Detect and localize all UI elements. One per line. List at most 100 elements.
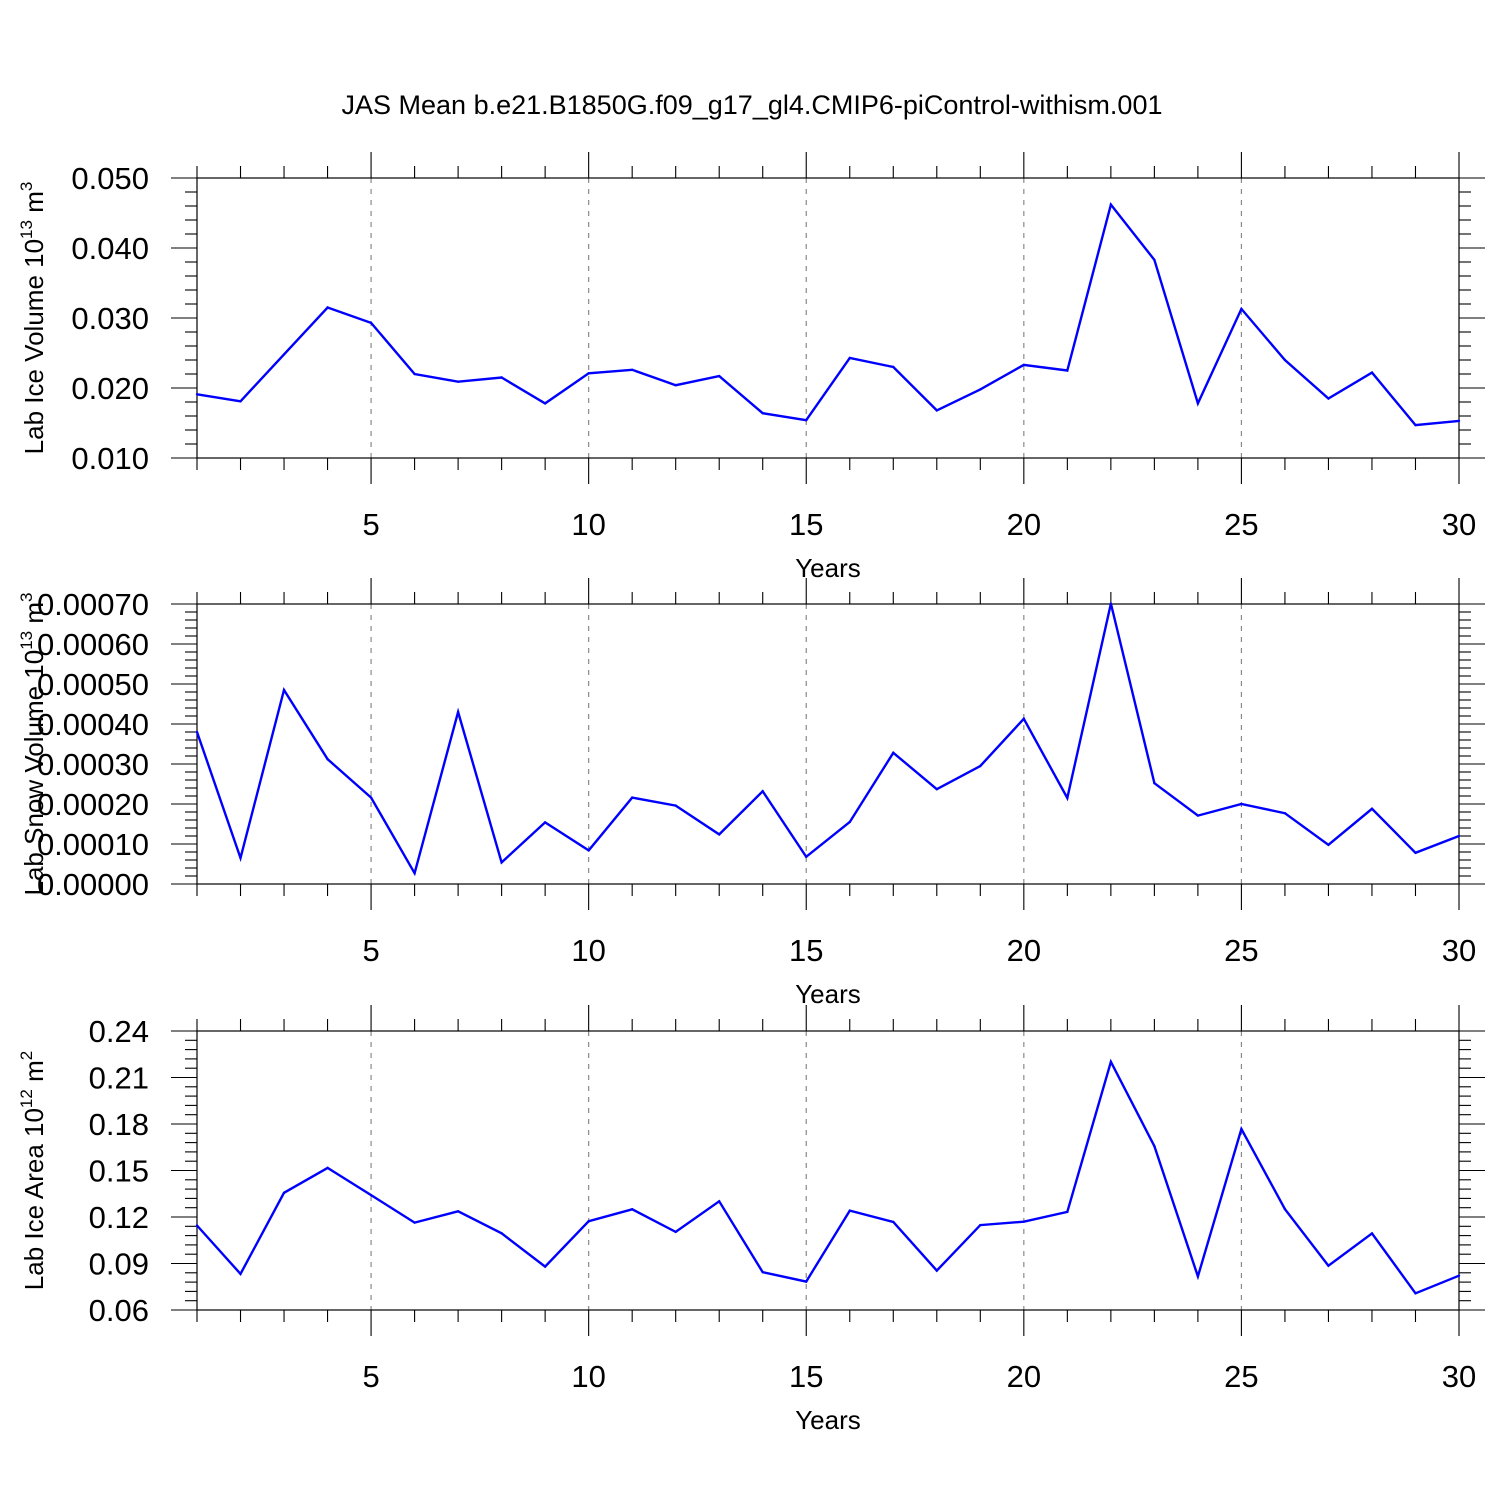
data-point bbox=[500, 1232, 503, 1235]
data-point bbox=[674, 384, 677, 387]
x-tick-label: 15 bbox=[789, 933, 823, 968]
data-point bbox=[1153, 1144, 1156, 1148]
data-point bbox=[543, 1265, 547, 1268]
x-tick-label: 10 bbox=[571, 933, 605, 968]
y-tick-label: 0.00060 bbox=[37, 627, 149, 662]
x-tick-label: 25 bbox=[1224, 1359, 1258, 1394]
y-tick-label: 0.050 bbox=[71, 161, 149, 196]
x-tick-label: 25 bbox=[1224, 933, 1258, 968]
data-point bbox=[369, 1193, 373, 1197]
series-line bbox=[196, 201, 1460, 427]
data-point bbox=[1457, 1274, 1461, 1277]
x-axis-label: Years bbox=[795, 553, 861, 583]
data-point bbox=[935, 409, 938, 412]
data-point bbox=[935, 1269, 938, 1272]
data-point bbox=[456, 710, 460, 714]
data-point bbox=[1240, 802, 1243, 806]
data-point bbox=[1196, 814, 1200, 817]
data-point bbox=[1240, 307, 1243, 311]
y-tick-label: 0.00010 bbox=[37, 827, 149, 862]
data-point bbox=[326, 306, 329, 309]
data-point bbox=[848, 356, 851, 360]
data-point bbox=[456, 1210, 460, 1213]
y-tick-label: 0.12 bbox=[89, 1200, 149, 1235]
data-point bbox=[543, 402, 547, 405]
data-point bbox=[718, 374, 721, 378]
data-point bbox=[1414, 423, 1417, 427]
data-point bbox=[282, 1191, 286, 1195]
data-point bbox=[1109, 602, 1113, 605]
data-point bbox=[413, 872, 416, 875]
y-tick-label: 0.21 bbox=[89, 1061, 149, 1096]
data-point bbox=[630, 368, 634, 371]
data-point bbox=[587, 849, 590, 852]
data-point bbox=[1196, 402, 1200, 405]
data-point bbox=[761, 790, 764, 793]
data-point bbox=[282, 688, 286, 692]
data-point bbox=[979, 388, 982, 391]
data-point bbox=[1457, 419, 1461, 423]
data-point bbox=[1327, 843, 1330, 846]
data-point bbox=[587, 372, 590, 375]
data-point bbox=[1370, 1232, 1374, 1235]
data-point bbox=[1283, 1207, 1287, 1211]
data-point bbox=[1153, 258, 1156, 262]
data-point bbox=[979, 1223, 982, 1227]
x-tick-label: 20 bbox=[1007, 933, 1041, 968]
plot-frame bbox=[196, 603, 1460, 885]
data-point bbox=[892, 1220, 895, 1224]
y-tick-label: 0.24 bbox=[89, 1014, 149, 1049]
data-point bbox=[239, 400, 242, 403]
data-point bbox=[718, 833, 721, 836]
x-tick-label: 30 bbox=[1442, 507, 1476, 542]
data-point bbox=[761, 412, 764, 415]
y-axis-label: Lab Ice Volume 1013 m3 bbox=[17, 182, 49, 455]
y-tick-label: 0.18 bbox=[89, 1107, 149, 1142]
x-tick-label: 15 bbox=[789, 507, 823, 542]
data-point bbox=[500, 376, 503, 379]
data-point bbox=[326, 758, 329, 761]
data-point bbox=[326, 1166, 329, 1170]
x-tick-label: 30 bbox=[1442, 1359, 1476, 1394]
data-point bbox=[892, 751, 895, 754]
y-tick-label: 0.00030 bbox=[37, 747, 149, 782]
x-tick-label: 30 bbox=[1442, 933, 1476, 968]
y-tick-label: 0.00070 bbox=[37, 587, 149, 622]
data-point bbox=[1240, 1127, 1243, 1131]
y-tick-label: 0.030 bbox=[71, 301, 149, 336]
data-point bbox=[761, 1270, 764, 1274]
plot-frame bbox=[196, 177, 1460, 459]
x-tick-label: 20 bbox=[1007, 507, 1041, 542]
x-axis-label: Years bbox=[795, 1405, 861, 1435]
x-tick-label: 5 bbox=[362, 1359, 379, 1394]
data-point bbox=[195, 1224, 199, 1227]
panel-3: 5 10 15 20 25 30 0.06 0.09 0.12 0.15 0.18 0.21 0.24 Y… bbox=[17, 1005, 1485, 1435]
data-point bbox=[674, 804, 677, 807]
x-tick-label: 5 bbox=[362, 933, 379, 968]
y-tick-label: 0.06 bbox=[89, 1293, 149, 1328]
data-point bbox=[805, 1280, 808, 1283]
data-point bbox=[630, 1208, 634, 1211]
data-point bbox=[543, 821, 547, 824]
data-point bbox=[1457, 834, 1461, 838]
data-point bbox=[369, 796, 373, 799]
data-point bbox=[500, 861, 503, 864]
plot-frame bbox=[196, 1030, 1460, 1311]
data-point bbox=[718, 1200, 721, 1203]
data-point bbox=[1109, 203, 1113, 206]
data-point bbox=[413, 1221, 416, 1224]
y-axis-label: Lab Snow Volume 1013 m3 bbox=[17, 592, 49, 895]
y-axis-label: Lab Ice Area 1012 m2 bbox=[17, 1051, 49, 1290]
data-point bbox=[282, 353, 286, 356]
x-tick-label: 10 bbox=[571, 1359, 605, 1394]
data-point bbox=[1414, 1292, 1417, 1295]
data-point bbox=[1327, 397, 1330, 400]
data-point bbox=[195, 393, 199, 396]
data-point bbox=[892, 365, 895, 369]
data-point bbox=[1066, 796, 1069, 800]
data-point bbox=[1022, 1220, 1026, 1223]
data-point bbox=[239, 1272, 242, 1276]
panel-1: 5 10 15 20 25 30 0.010 0.020 0.030 0.040 0.050 Year… bbox=[17, 152, 1485, 583]
data-point bbox=[413, 372, 416, 376]
